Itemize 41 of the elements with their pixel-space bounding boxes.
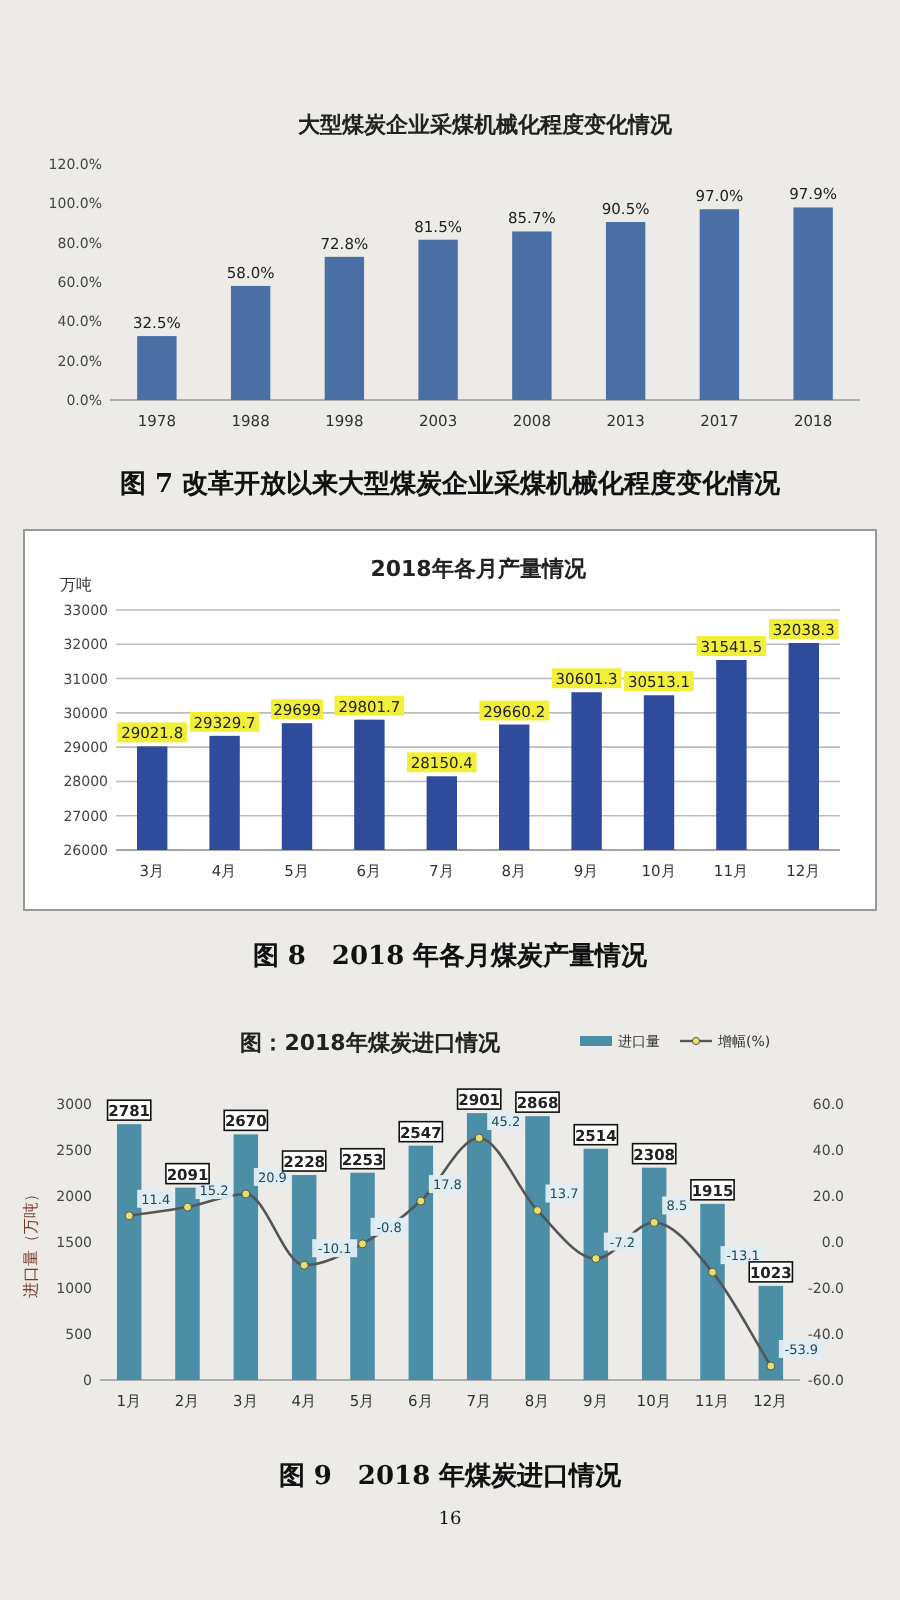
bar bbox=[700, 1203, 725, 1380]
point bbox=[183, 1202, 192, 1212]
bar bbox=[641, 1167, 667, 1380]
bar bbox=[758, 1285, 784, 1380]
y-axis-title: 进口量（万吨） bbox=[22, 1186, 40, 1298]
bar bbox=[793, 207, 833, 400]
bar bbox=[699, 209, 740, 400]
bar bbox=[408, 1145, 434, 1380]
bar bbox=[137, 336, 177, 400]
bar bbox=[583, 1148, 609, 1380]
point bbox=[533, 1205, 542, 1215]
bar bbox=[230, 285, 271, 400]
caption: 图 8 2018 年各月煤炭产量情况 bbox=[252, 940, 650, 972]
bar bbox=[291, 1175, 317, 1380]
bar bbox=[175, 1187, 200, 1380]
bar bbox=[418, 239, 458, 400]
bar bbox=[233, 1134, 259, 1380]
y-axis-title: 万吨 bbox=[60, 576, 92, 594]
point bbox=[416, 1196, 426, 1206]
point bbox=[474, 1133, 484, 1143]
point bbox=[124, 1211, 134, 1221]
bar bbox=[605, 222, 646, 400]
chart-title: 大型煤炭企业采煤机械化程度变化情况 bbox=[298, 112, 674, 138]
point bbox=[299, 1260, 309, 1270]
point bbox=[358, 1239, 367, 1249]
point bbox=[241, 1189, 251, 1199]
bar bbox=[525, 1116, 550, 1380]
bar bbox=[466, 1113, 492, 1380]
point bbox=[766, 1361, 776, 1371]
text: 16 bbox=[438, 1510, 462, 1530]
caption: 图 9 2018 年煤炭进口情况 bbox=[278, 1462, 624, 1492]
chart-title: 2018年各月产量情况 bbox=[370, 556, 588, 582]
point bbox=[649, 1217, 659, 1227]
point bbox=[591, 1254, 601, 1264]
caption: 图 7 改革开放以来大型煤炭企业采煤机械化程度变化情况 bbox=[119, 468, 783, 500]
bar bbox=[324, 256, 365, 400]
bar bbox=[512, 231, 552, 400]
bar bbox=[116, 1124, 142, 1380]
bar bbox=[350, 1172, 375, 1380]
chart-title: 图：2018年煤炭进口情况 bbox=[240, 1030, 502, 1056]
point bbox=[708, 1267, 717, 1277]
